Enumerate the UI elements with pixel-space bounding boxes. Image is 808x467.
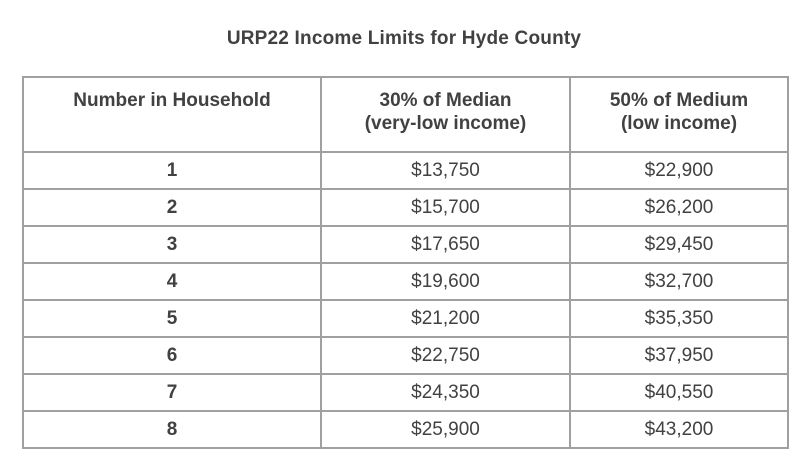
header-label: 50% of Medium — [609, 90, 749, 111]
medium50-cell: $35,350 — [569, 299, 789, 338]
median30-cell: $17,650 — [320, 225, 571, 264]
medium50-cell: $22,900 — [569, 151, 789, 190]
income-limits-table: Number in Household 30% of Median (very-… — [22, 76, 789, 449]
header-label: Number in Household — [73, 90, 271, 111]
header-label: 30% of Median — [379, 90, 512, 111]
median30-cell: $25,900 — [320, 410, 571, 449]
household-size-cell: 4 — [22, 262, 322, 301]
table-row: 2 $15,700 $26,200 — [22, 188, 789, 227]
table-row: 1 $13,750 $22,900 — [22, 151, 789, 190]
household-size-cell: 1 — [22, 151, 322, 190]
table-row: 7 $24,350 $40,550 — [22, 373, 789, 412]
header-cell-50-medium: 50% of Medium (low income) — [569, 76, 789, 153]
medium50-cell: $43,200 — [569, 410, 789, 449]
household-size-cell: 5 — [22, 299, 322, 338]
median30-cell: $21,200 — [320, 299, 571, 338]
median30-cell: $22,750 — [320, 336, 571, 375]
table-row: 4 $19,600 $32,700 — [22, 262, 789, 301]
table-row: 3 $17,650 $29,450 — [22, 225, 789, 264]
household-size-cell: 7 — [22, 373, 322, 412]
page-title: URP22 Income Limits for Hyde County — [226, 28, 582, 49]
header-sublabel: (very-low income) — [364, 113, 527, 134]
medium50-cell: $29,450 — [569, 225, 789, 264]
table-row: 6 $22,750 $37,950 — [22, 336, 789, 375]
table-row: 5 $21,200 $35,350 — [22, 299, 789, 338]
household-size-cell: 6 — [22, 336, 322, 375]
table-header-row: Number in Household 30% of Median (very-… — [22, 76, 789, 153]
household-size-cell: 8 — [22, 410, 322, 449]
medium50-cell: $26,200 — [569, 188, 789, 227]
medium50-cell: $37,950 — [569, 336, 789, 375]
medium50-cell: $32,700 — [569, 262, 789, 301]
header-cell-household: Number in Household — [22, 76, 322, 153]
median30-cell: $15,700 — [320, 188, 571, 227]
header-cell-30-median: 30% of Median (very-low income) — [320, 76, 571, 153]
median30-cell: $13,750 — [320, 151, 571, 190]
medium50-cell: $40,550 — [569, 373, 789, 412]
median30-cell: $19,600 — [320, 262, 571, 301]
median30-cell: $24,350 — [320, 373, 571, 412]
household-size-cell: 2 — [22, 188, 322, 227]
header-sublabel: (low income) — [620, 113, 738, 134]
household-size-cell: 3 — [22, 225, 322, 264]
table-row: 8 $25,900 $43,200 — [22, 410, 789, 449]
